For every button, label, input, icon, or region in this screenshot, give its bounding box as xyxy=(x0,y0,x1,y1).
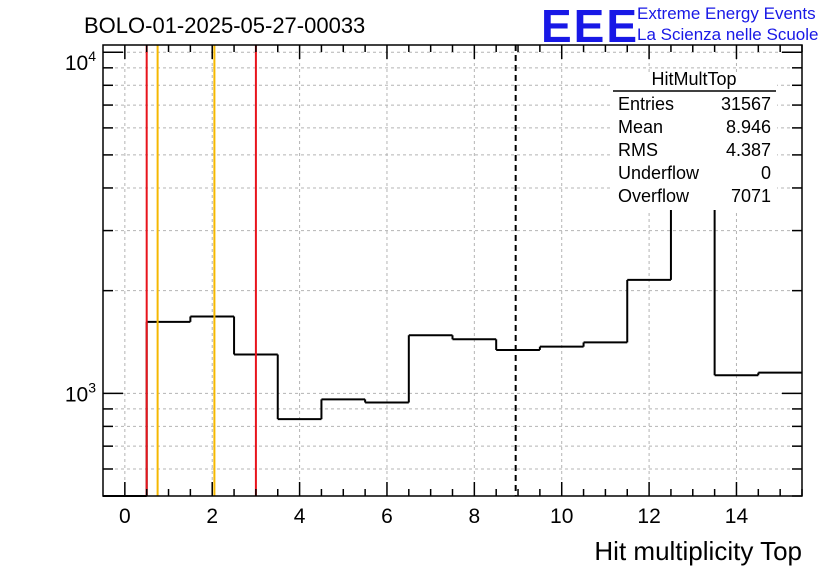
x-tick-label: 4 xyxy=(294,505,306,528)
x-tick-label: 12 xyxy=(637,505,660,528)
y-tick-exponent: 3 xyxy=(88,379,96,395)
logo-mark: EEE xyxy=(541,0,639,52)
run-title: BOLO-01-2025-05-27-00033 xyxy=(84,13,365,38)
eee-logo: EEE Extreme Energy Events La Scienza nel… xyxy=(541,0,818,52)
x-tick-label: 14 xyxy=(725,505,749,528)
stats-value: 8.946 xyxy=(726,117,771,137)
stats-value: 7071 xyxy=(731,186,771,206)
stats-value: 4.387 xyxy=(726,140,771,160)
plot-frame xyxy=(102,44,803,497)
x-tick-label: 2 xyxy=(206,505,218,528)
stats-row: Overflow 7071 xyxy=(618,186,771,206)
stats-box: HitMultTop Entries 31567 Mean 8.946 RMS … xyxy=(611,69,777,210)
x-tick-label: 10 xyxy=(550,505,573,528)
y-tick-base: 10 xyxy=(65,52,88,75)
stats-label: Overflow xyxy=(618,186,690,206)
logo-line-1: Extreme Energy Events xyxy=(637,4,816,23)
y-tick-label: 103 xyxy=(65,379,96,406)
y-tick-base: 10 xyxy=(65,383,88,406)
stats-title: HitMultTop xyxy=(651,69,736,89)
x-axis-title: Hit multiplicity Top xyxy=(594,536,802,566)
x-tick-label: 6 xyxy=(381,505,393,528)
y-tick-label: 104 xyxy=(65,48,96,75)
x-tick-label: 8 xyxy=(469,505,481,528)
stats-row: RMS 4.387 xyxy=(618,140,771,160)
y-tick-exponent: 4 xyxy=(88,48,96,64)
stats-row: Entries 31567 xyxy=(618,94,771,114)
stats-value: 31567 xyxy=(721,94,771,114)
stats-row: Underflow 0 xyxy=(618,163,771,183)
stats-label: Mean xyxy=(618,117,663,137)
logo-line-2: La Scienza nelle Scuole xyxy=(637,25,818,44)
stats-label: RMS xyxy=(618,140,658,160)
reference-lines xyxy=(145,45,517,496)
stats-box-background xyxy=(611,72,777,210)
stats-row: Mean 8.946 xyxy=(618,117,771,137)
x-tick-label: 0 xyxy=(119,505,131,528)
stats-label: Entries xyxy=(618,94,674,114)
stats-label: Underflow xyxy=(618,163,700,183)
stats-value: 0 xyxy=(761,163,771,183)
